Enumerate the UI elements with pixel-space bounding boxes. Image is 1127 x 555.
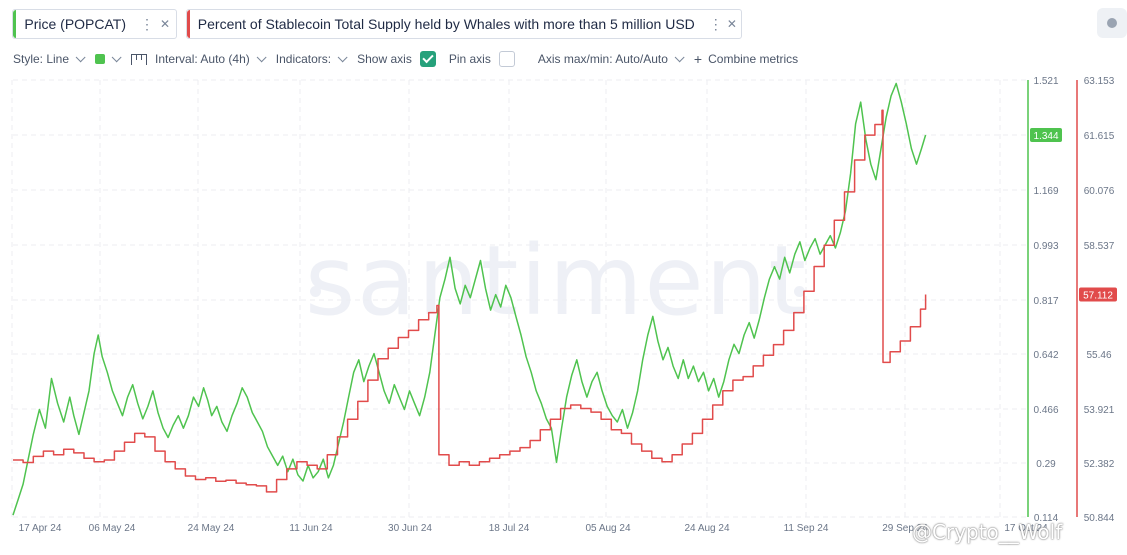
price-series-line (12, 82, 927, 516)
indicators-dropdown[interactable]: Indicators: (275, 51, 348, 66)
author-credit: @Crypto__Wolf (912, 520, 1063, 544)
color-dropdown[interactable] (95, 51, 122, 64)
stablecoin-current-label: 57.112 (1083, 290, 1113, 301)
metric-chip-price[interactable]: Price (POPCAT) ⋮ ✕ (12, 9, 177, 39)
x-axis-tick-label: 11 Jun 24 (289, 523, 333, 534)
price-axis-tick-label: 0.993 (1033, 241, 1058, 252)
watermark-dot (794, 286, 805, 297)
indicators-label: Indicators: (275, 52, 332, 66)
x-axis-tick-label: 17 Oct 24 (1004, 523, 1048, 534)
show-axis-label: Show axis (357, 52, 412, 66)
metric-color-bar (187, 10, 190, 38)
stablecoin-axis-tick-label: 53.921 (1084, 405, 1115, 416)
pin-axis-checkbox[interactable] (498, 51, 515, 67)
stablecoin-axis-tick-label: 61.615 (1084, 131, 1115, 142)
style-dropdown[interactable]: Style: Line (13, 51, 86, 66)
x-axis-tick-label: 17 Apr 24 (19, 523, 62, 534)
price-axis-tick-label: 0.114 (1034, 513, 1059, 524)
metric-chip-stablecoin[interactable]: Percent of Stablecoin Total Supply held … (186, 9, 742, 39)
x-axis-tick-label: 30 Jun 24 (388, 523, 432, 534)
interval-label: Interval: Auto (4h) (155, 52, 250, 66)
price-axis-tick-label: 0.642 (1033, 350, 1058, 361)
pin-axis-toggle[interactable]: Pin axis (449, 51, 515, 67)
kebab-menu-icon[interactable]: ⋮ (140, 15, 155, 32)
settings-toggle-button[interactable] (1097, 8, 1127, 38)
combine-metrics-label: Combine metrics (708, 52, 799, 66)
stablecoin-axis-tick-label: 60.076 (1084, 186, 1115, 197)
price-axis-tick-label: 1.169 (1033, 186, 1058, 197)
price-axis-tick-label: 0.29 (1036, 459, 1056, 470)
stablecoin-axis-tick-label: 63.153 (1084, 76, 1115, 87)
x-axis-tick-label: 24 Aug 24 (684, 523, 729, 534)
close-icon[interactable]: ✕ (159, 17, 171, 31)
stablecoin-axis-tick-label: 55.46 (1086, 350, 1111, 361)
close-icon[interactable]: ✕ (726, 17, 737, 31)
price-current-label: 1.344 (1033, 131, 1058, 142)
dot-icon (1107, 18, 1117, 28)
interval-dropdown[interactable]: Interval: Auto (4h) (131, 51, 267, 66)
x-axis-tick-label: 24 May 24 (188, 523, 235, 534)
interval-icon (131, 53, 148, 65)
combine-metrics-button[interactable]: + Combine metrics (694, 51, 798, 67)
metric-label-stablecoin: Percent of Stablecoin Total Supply held … (197, 16, 695, 32)
style-label: Style: Line (13, 52, 70, 66)
price-axis-tick-label: 1.521 (1033, 76, 1058, 87)
chart-toolbar: Style: Line Interval: Auto (4h) Indicato… (13, 49, 811, 69)
price-axis-tick-label: 0.466 (1033, 405, 1058, 416)
show-axis-checkbox[interactable] (419, 51, 436, 67)
x-axis-tick-label: 05 Aug 24 (585, 523, 630, 534)
axis-maxmin-dropdown[interactable]: Axis max/min: Auto/Auto (537, 51, 685, 66)
kebab-menu-icon[interactable]: ⋮ (708, 15, 723, 32)
price-current-badge (1030, 127, 1062, 142)
x-axis-tick-label: 06 May 24 (89, 523, 136, 534)
stablecoin-series-line (13, 109, 927, 493)
pin-axis-label: Pin axis (448, 52, 491, 66)
show-axis-toggle[interactable]: Show axis (357, 51, 436, 67)
stablecoin-axis-tick-label: 58.537 (1084, 241, 1115, 252)
color-swatch-icon (95, 54, 106, 64)
watermark-dot (310, 286, 321, 297)
stablecoin-axis-tick-label: 50.844 (1084, 513, 1115, 524)
stablecoin-current-badge (1079, 287, 1117, 302)
santiment-watermark: santiment (305, 225, 809, 337)
x-axis-tick-label: 18 Jul 24 (489, 523, 530, 534)
x-axis-tick-label: 29 Sep 24 (882, 523, 928, 534)
price-axis-tick-label: 0.817 (1033, 296, 1058, 307)
metric-color-bar (13, 10, 17, 38)
x-axis-tick-label: 11 Sep 24 (784, 523, 829, 534)
metric-label-price: Price (POPCAT) (24, 16, 127, 32)
axis-maxmin-label: Axis max/min: Auto/Auto (537, 52, 668, 66)
stablecoin-axis-tick-label: 52.382 (1084, 459, 1115, 470)
plus-icon: + (693, 51, 703, 67)
